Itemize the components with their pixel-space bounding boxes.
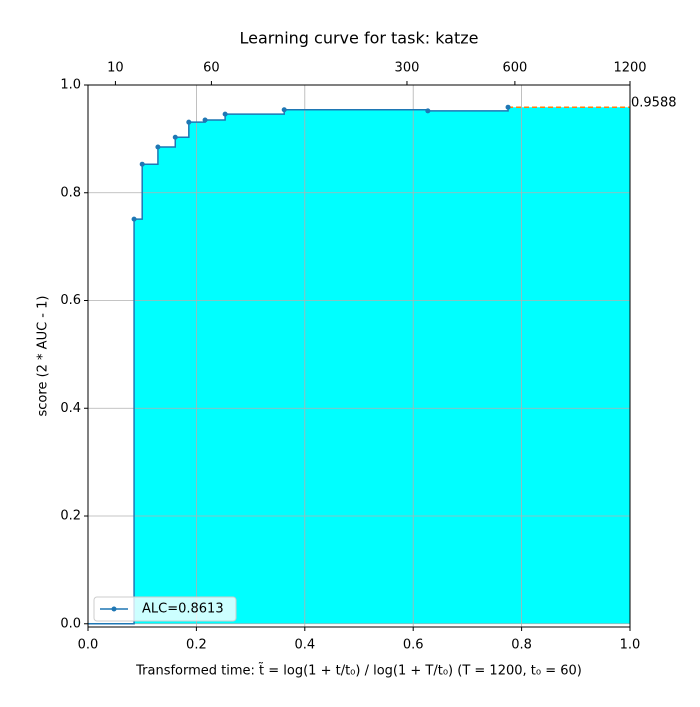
- area-fill: [134, 107, 630, 624]
- legend-label: ALC=0.8613: [142, 602, 224, 617]
- y-axis-label: score (2 * AUC - 1): [36, 296, 51, 417]
- point: [202, 117, 208, 123]
- y-tick-label: 0.2: [60, 509, 81, 524]
- point: [222, 111, 228, 117]
- y-tick-label: 0.4: [60, 401, 81, 416]
- x-axis-label: Transformed time: t̃ = log(1 + t/t₀) / l…: [135, 663, 582, 678]
- value-label: 0.9588: [631, 96, 677, 111]
- x2-tick-label: 10: [107, 61, 124, 76]
- x2-tick-label: 1200: [613, 61, 646, 76]
- x-tick-label: 1.0: [620, 638, 641, 653]
- plot-frame: [87, 84, 631, 628]
- y-tick-label: 0.8: [60, 185, 81, 200]
- x2-tick-label: 300: [395, 61, 420, 76]
- x-tick-label: 0.2: [186, 638, 207, 653]
- x2-tick-label: 600: [502, 61, 527, 76]
- y-tick-label: 0.6: [60, 293, 81, 308]
- chart-title: Learning curve for task: katze: [239, 29, 478, 48]
- point: [155, 144, 161, 150]
- point: [281, 107, 287, 113]
- x-tick-label: 0.8: [511, 638, 532, 653]
- x-tick-label: 0.0: [78, 638, 99, 653]
- point: [172, 134, 178, 140]
- point: [186, 119, 192, 125]
- point: [425, 108, 431, 114]
- x-tick-label: 0.6: [403, 638, 424, 653]
- point: [131, 216, 137, 222]
- x2-tick-label: 60: [203, 61, 220, 76]
- point: [505, 104, 511, 110]
- legend-marker: [111, 606, 117, 612]
- x-tick-label: 0.4: [294, 638, 315, 653]
- y-tick-label: 1.0: [60, 78, 81, 93]
- legend-box: [93, 596, 237, 622]
- y-tick-label: 0.0: [60, 616, 81, 631]
- point: [139, 161, 145, 167]
